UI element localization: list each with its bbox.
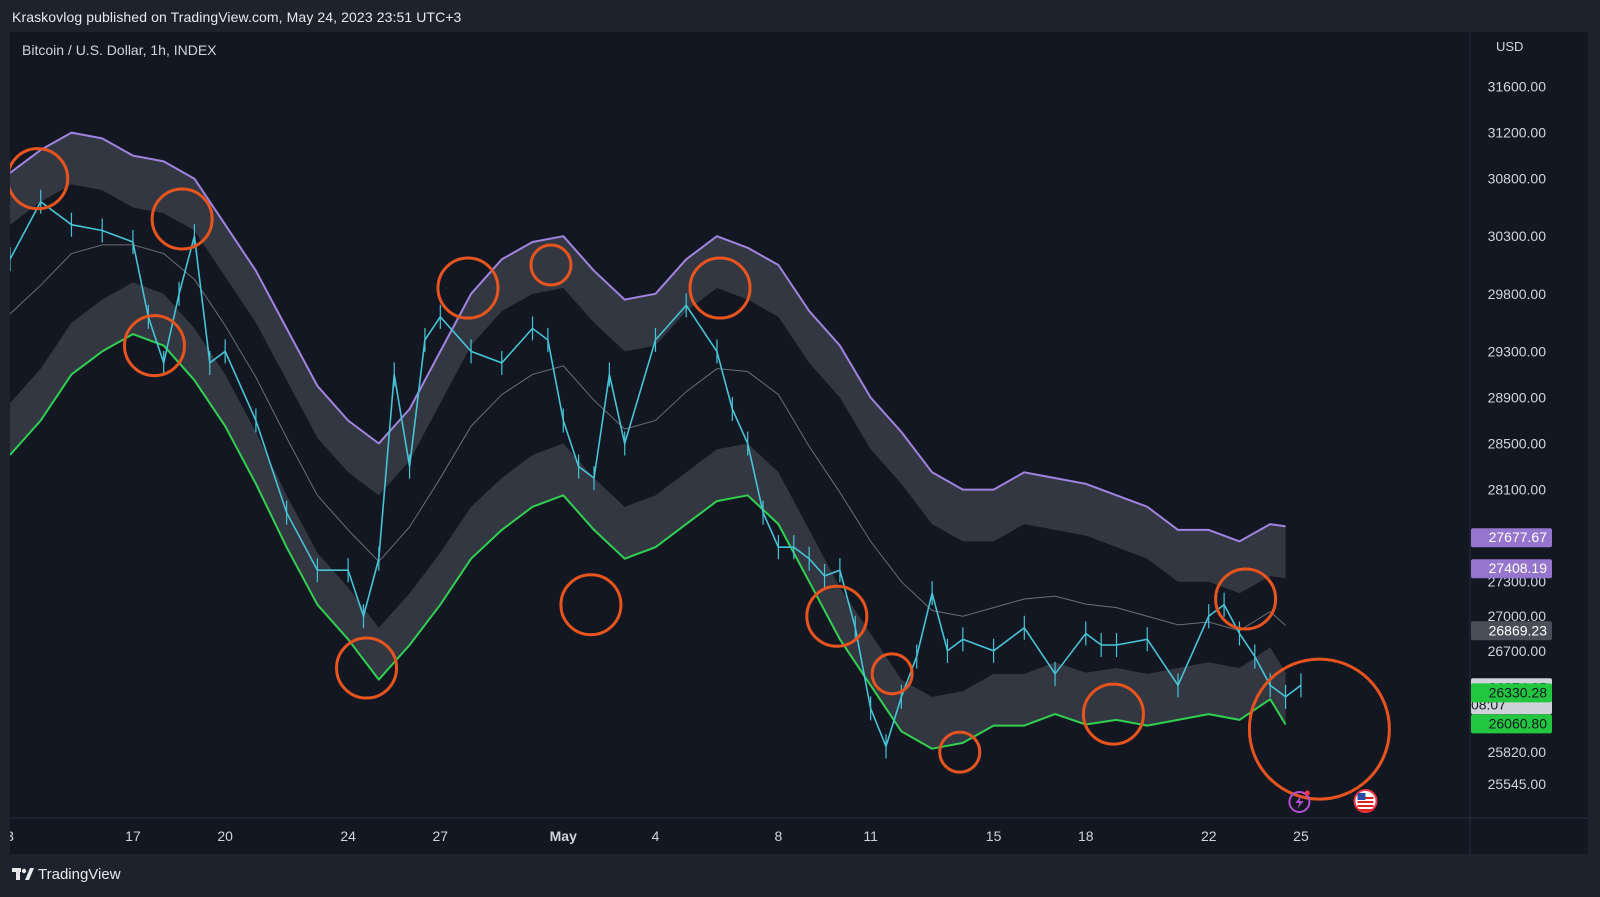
y-tick-label: 26700.00 bbox=[1488, 643, 1547, 659]
x-tick-label: 20 bbox=[217, 828, 233, 844]
y-tick-label: 30800.00 bbox=[1488, 171, 1547, 187]
price-label: 27677.67 bbox=[1489, 529, 1548, 545]
annotation-circle bbox=[805, 584, 869, 648]
annotation-circle bbox=[10, 147, 70, 211]
price-line bbox=[10, 200, 1302, 749]
x-tick-label: 27 bbox=[433, 828, 449, 844]
annotation-circle bbox=[529, 243, 573, 287]
y-tick-label: 25820.00 bbox=[1488, 744, 1547, 760]
price-label: 26869.23 bbox=[1489, 622, 1548, 638]
y-tick-label: 31200.00 bbox=[1488, 125, 1547, 141]
x-tick-label: May bbox=[550, 828, 577, 844]
y-tick-label: 29300.00 bbox=[1488, 343, 1547, 359]
published-info: Kraskovlog published on TradingView.com,… bbox=[12, 9, 462, 25]
lightning-icon[interactable] bbox=[1288, 791, 1311, 813]
y-tick-label: 27000.00 bbox=[1488, 608, 1547, 624]
x-tick-label: 18 bbox=[1078, 828, 1094, 844]
brand-name[interactable]: TradingView bbox=[38, 866, 121, 883]
annotation-circle bbox=[1214, 567, 1278, 631]
annotation-circle bbox=[335, 636, 399, 700]
x-tick-label: 15 bbox=[986, 828, 1002, 844]
chart-title: Bitcoin / U.S. Dollar, 1h, INDEX bbox=[22, 42, 217, 58]
price-label: 27408.19 bbox=[1489, 560, 1548, 576]
lower-band-fill bbox=[10, 282, 1286, 749]
currency-label: USD bbox=[1496, 39, 1523, 54]
annotation-circle bbox=[122, 314, 186, 378]
annotation-circle bbox=[1247, 657, 1391, 801]
x-tick-label: 3 bbox=[10, 828, 14, 844]
y-tick-label: 25545.00 bbox=[1488, 776, 1547, 792]
annotation-circle bbox=[1081, 682, 1145, 746]
y-tick-label: 28900.00 bbox=[1488, 389, 1547, 405]
price-series bbox=[10, 189, 1302, 759]
x-tick-label: 11 bbox=[863, 828, 878, 844]
x-tick-label: 17 bbox=[125, 828, 141, 844]
basis-line bbox=[10, 244, 1286, 632]
price-label-box bbox=[1471, 714, 1552, 734]
footer: TradingView bbox=[0, 854, 1600, 897]
annotation-circle bbox=[938, 730, 982, 774]
price-label-box bbox=[1471, 683, 1552, 703]
x-tick-label: 25 bbox=[1293, 828, 1309, 844]
alert-dot bbox=[1304, 790, 1310, 796]
upper-band-line bbox=[10, 131, 1286, 543]
annotation-circle bbox=[436, 256, 500, 320]
y-tick-label: 31600.00 bbox=[1488, 79, 1547, 95]
annotation-circle bbox=[559, 573, 623, 637]
flag-stripe bbox=[1357, 805, 1374, 807]
price-label-box bbox=[1471, 559, 1552, 579]
price-chart[interactable]: Bitcoin / U.S. Dollar, 1h, INDEX USD 31600… bbox=[10, 32, 1588, 854]
price-label: 26330.28 bbox=[1489, 684, 1548, 700]
y-tick-label: 30300.00 bbox=[1488, 228, 1547, 244]
y-tick-label: 29800.00 bbox=[1488, 286, 1547, 302]
flag-stripe bbox=[1357, 801, 1374, 803]
x-tick-label: 4 bbox=[652, 828, 660, 844]
tradingview-logo-icon[interactable] bbox=[12, 868, 34, 882]
y-tick-label: 28100.00 bbox=[1488, 482, 1547, 498]
price-label-box bbox=[1471, 621, 1552, 641]
annotation-circle bbox=[150, 187, 214, 251]
price-label-box bbox=[1471, 528, 1552, 548]
x-tick-label: 24 bbox=[340, 828, 356, 844]
upper-band-fill bbox=[10, 132, 1286, 594]
price-label: 26060.80 bbox=[1489, 715, 1548, 731]
x-tick-label: 22 bbox=[1201, 828, 1217, 844]
flag-canton bbox=[1357, 793, 1366, 800]
x-tick-label: 8 bbox=[775, 828, 783, 844]
flag-stripe bbox=[1357, 809, 1374, 811]
y-tick-label: 28500.00 bbox=[1488, 436, 1547, 452]
lightning-glyph bbox=[1295, 795, 1304, 809]
annotation-circle bbox=[870, 652, 914, 696]
annotation-circle bbox=[688, 256, 752, 320]
publish-bar: Kraskovlog published on TradingView.com,… bbox=[0, 0, 1600, 34]
chart-panel[interactable]: Bitcoin / U.S. Dollar, 1h, INDEX USD 31600… bbox=[10, 32, 1588, 854]
